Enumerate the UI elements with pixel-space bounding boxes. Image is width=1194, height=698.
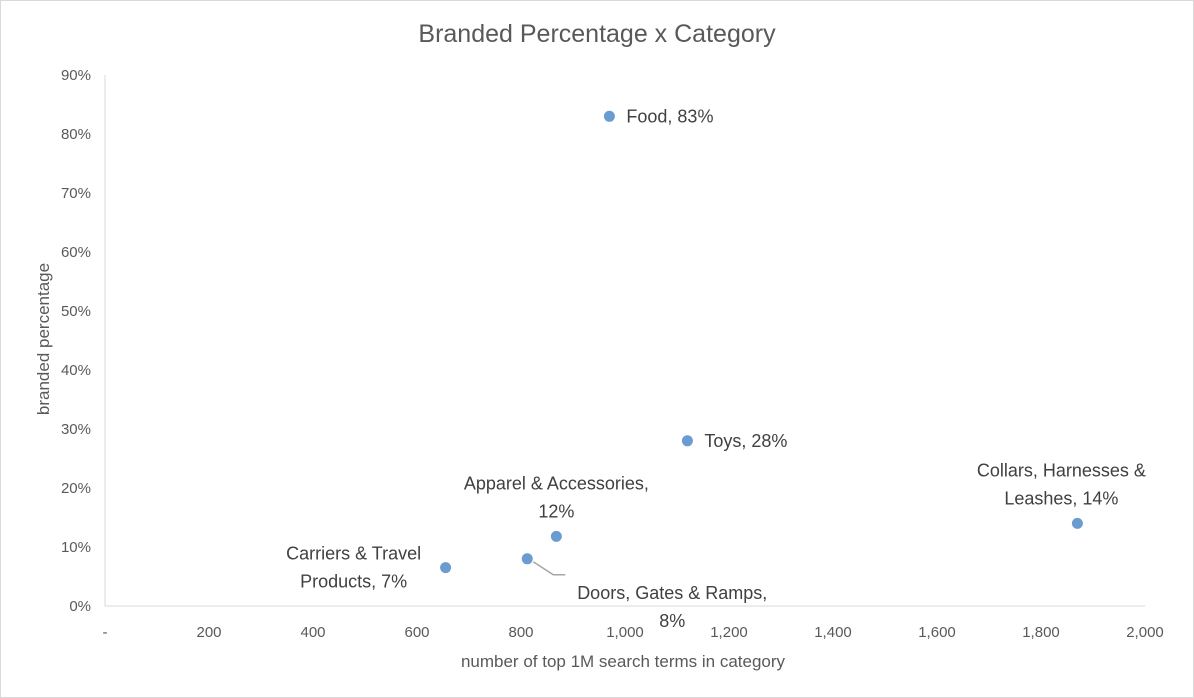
data-point xyxy=(681,435,693,447)
data-label: Leashes, 14% xyxy=(1004,488,1118,508)
x-tick-labels: - 200 400 600 800 1,000 1,200 1,400 1,600 1,800 2,… xyxy=(103,624,1164,641)
y-tick-label: 60% xyxy=(61,244,91,261)
data-label: Products, 7% xyxy=(300,572,407,592)
x-tick-label: 200 xyxy=(196,624,221,641)
data-point xyxy=(521,553,533,565)
leader-line xyxy=(532,561,566,576)
x-tick-label: 800 xyxy=(508,624,533,641)
data-point xyxy=(440,562,452,574)
data-point xyxy=(603,110,615,122)
leader-lines xyxy=(532,561,566,576)
data-label: Collars, Harnesses & xyxy=(977,460,1146,480)
data-label: Toys, 28% xyxy=(704,431,787,451)
x-tick-label: 1,600 xyxy=(918,624,956,641)
y-tick-label: 70% xyxy=(61,185,91,202)
data-points xyxy=(440,110,1083,574)
y-tick-label: 30% xyxy=(61,421,91,438)
x-tick-label: 1,000 xyxy=(606,624,644,641)
x-tick-label: - xyxy=(103,624,108,641)
x-tick-label: 2,000 xyxy=(1126,624,1164,641)
x-tick-label: 400 xyxy=(300,624,325,641)
y-tick-label: 40% xyxy=(61,362,91,379)
x-tick-label: 600 xyxy=(404,624,429,641)
data-label: Carriers & Travel xyxy=(286,544,421,564)
y-tick-label: 0% xyxy=(69,598,91,615)
data-point xyxy=(1071,517,1083,529)
y-tick-labels: 0% 10% 20% 30% 40% 50% 60% 70% 80% 90% xyxy=(61,67,91,615)
data-label: Doors, Gates & Ramps, xyxy=(577,583,767,603)
y-tick-label: 20% xyxy=(61,480,91,497)
y-tick-label: 10% xyxy=(61,539,91,556)
data-label: Apparel & Accessories, xyxy=(464,473,649,493)
x-tick-label: 1,200 xyxy=(710,624,748,641)
y-axis-title: branded percentage xyxy=(34,263,53,415)
y-tick-label: 50% xyxy=(61,303,91,320)
data-label: 8% xyxy=(659,611,685,631)
x-tick-label: 1,400 xyxy=(814,624,852,641)
y-tick-label: 80% xyxy=(61,126,91,143)
data-labels: Food, 83% Toys, 28% Collars, Harnesses & Le… xyxy=(286,106,1146,631)
chart-title: Branded Percentage x Category xyxy=(418,20,776,48)
x-tick-label: 1,800 xyxy=(1022,624,1060,641)
x-axis-title: number of top 1M search terms in categor… xyxy=(461,652,786,671)
data-label: Food, 83% xyxy=(626,106,713,126)
data-label: 12% xyxy=(538,501,574,521)
y-tick-label: 90% xyxy=(61,67,91,84)
data-point xyxy=(550,530,562,542)
